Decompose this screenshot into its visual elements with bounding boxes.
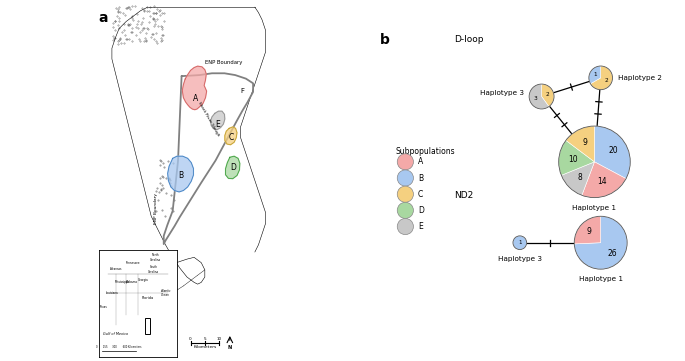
- Polygon shape: [225, 127, 237, 145]
- Text: E: E: [216, 119, 221, 129]
- Polygon shape: [168, 156, 193, 192]
- Text: Shark River Slough: Shark River Slough: [197, 101, 220, 137]
- Text: D: D: [230, 164, 236, 173]
- Text: 26: 26: [608, 249, 617, 258]
- Text: Kilometers: Kilometers: [193, 345, 216, 349]
- Text: 9: 9: [587, 227, 592, 236]
- Polygon shape: [225, 156, 240, 179]
- Text: 3: 3: [534, 96, 537, 101]
- Text: 8: 8: [577, 173, 582, 182]
- Circle shape: [397, 202, 414, 218]
- Text: N: N: [227, 344, 232, 349]
- Text: F: F: [240, 88, 244, 94]
- Text: C: C: [418, 190, 423, 199]
- Text: B: B: [418, 174, 423, 183]
- Wedge shape: [589, 66, 601, 84]
- Text: 0: 0: [189, 336, 192, 340]
- Text: E: E: [418, 222, 423, 231]
- Polygon shape: [182, 66, 207, 110]
- Wedge shape: [561, 162, 595, 195]
- Wedge shape: [595, 126, 630, 179]
- Text: 1: 1: [594, 72, 597, 77]
- Wedge shape: [513, 236, 527, 249]
- Text: ENP Boundary: ENP Boundary: [205, 60, 242, 65]
- Wedge shape: [559, 140, 595, 175]
- Circle shape: [397, 154, 414, 170]
- Text: ENP Boundary: ENP Boundary: [154, 193, 158, 225]
- Text: 10: 10: [569, 155, 578, 164]
- Text: ND2: ND2: [454, 191, 474, 200]
- Text: a: a: [99, 11, 108, 25]
- Wedge shape: [574, 216, 601, 244]
- Wedge shape: [574, 216, 627, 269]
- Text: 9: 9: [582, 138, 587, 147]
- Polygon shape: [210, 111, 225, 130]
- Circle shape: [397, 186, 414, 202]
- Text: D-loop: D-loop: [454, 35, 484, 44]
- Circle shape: [397, 218, 414, 235]
- Wedge shape: [582, 162, 626, 197]
- Text: b: b: [379, 33, 390, 47]
- Text: 14: 14: [597, 177, 607, 186]
- Text: 10: 10: [216, 336, 222, 340]
- Text: B: B: [178, 171, 183, 180]
- Text: A: A: [193, 94, 199, 103]
- Text: Haplotype 2: Haplotype 2: [618, 75, 662, 81]
- Wedge shape: [542, 84, 554, 106]
- Text: 2: 2: [604, 78, 608, 83]
- Text: Haplotype 1: Haplotype 1: [579, 276, 623, 282]
- Wedge shape: [566, 126, 595, 162]
- Text: A: A: [418, 157, 423, 166]
- Text: 2: 2: [546, 92, 549, 97]
- Wedge shape: [529, 84, 549, 109]
- Text: Subpopulations: Subpopulations: [395, 147, 455, 156]
- Polygon shape: [112, 7, 266, 284]
- Text: Haplotype 1: Haplotype 1: [573, 205, 616, 212]
- Text: 20: 20: [608, 146, 618, 155]
- Text: 1: 1: [518, 240, 521, 245]
- Text: 5: 5: [203, 336, 206, 340]
- Text: C: C: [229, 133, 234, 142]
- Circle shape: [397, 170, 414, 186]
- Wedge shape: [590, 66, 612, 90]
- Text: D: D: [418, 206, 423, 215]
- Text: Haplotype 3: Haplotype 3: [498, 256, 542, 262]
- Text: Haplotype 3: Haplotype 3: [479, 90, 523, 96]
